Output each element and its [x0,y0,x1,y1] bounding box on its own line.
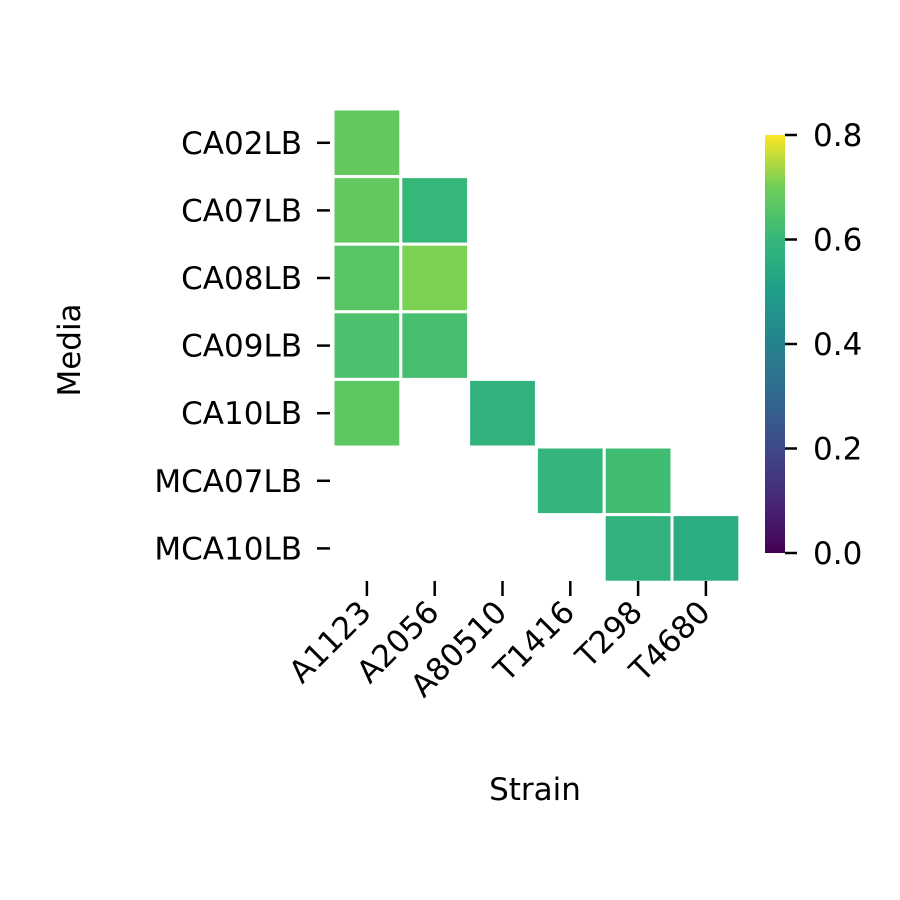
colorbar-tick-label: 0.4 [813,327,862,363]
heatmap-cell-MCA07LB-T1416 [534,445,606,517]
heatmap-cell-CA10LB-A1123 [331,377,403,449]
colorbar-tick-label: 0.8 [813,118,862,154]
heatmap-cell-MCA07LB-T298 [602,445,674,517]
heatmap-cells [331,107,742,584]
y-tick-label: CA07LB [181,193,302,229]
heatmap-cell-CA08LB-A1123 [331,242,403,314]
y-tick-label: MCA10LB [154,531,302,567]
heatmap-cell-CA09LB-A1123 [331,310,403,381]
colorbar: 0.0 0.2 0.4 0.6 0.8 [765,118,862,572]
colorbar-tick-label: 0.0 [813,536,862,572]
heatmap-cell-CA08LB-A2056 [399,242,471,314]
heatmap-cell-CA09LB-A2056 [399,310,471,381]
heatmap-cell-MCA10LB-T298 [602,513,674,584]
y-tick-label: CA09LB [181,329,302,365]
heatmap-cell-MCA10LB-T4680 [670,513,742,584]
heatmap-cell-CA07LB-A1123 [331,175,403,246]
colorbar-gradient [765,135,785,553]
colorbar-tick-label: 0.6 [813,223,862,259]
y-axis-ticks: CA02LB CA07LB CA08LB CA09LB CA10LB MCA07LB MCA… [154,126,330,567]
y-axis-label: Media [52,303,88,396]
y-tick-label: CA02LB [181,126,302,162]
x-axis-label: Strain [489,772,581,808]
y-tick-label: CA10LB [181,396,302,432]
y-tick-label: CA08LB [181,261,302,297]
heatmap-cell-CA07LB-A2056 [399,175,471,246]
colorbar-tick-label: 0.2 [813,432,862,468]
y-tick-label: MCA07LB [154,464,302,500]
heatmap-cell-CA02LB-A1123 [331,107,403,179]
heatmap-cell-CA10LB-A80510 [467,377,538,449]
